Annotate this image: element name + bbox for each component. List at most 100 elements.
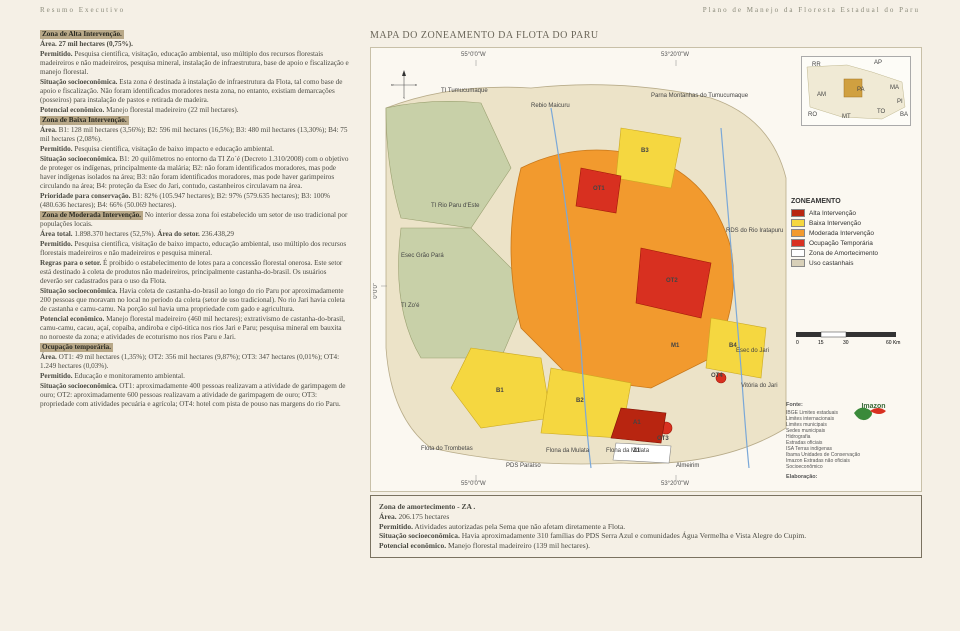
- map-title: MAPA DO ZONEAMENTO DA FLOTA DO PARU: [370, 30, 922, 41]
- zone3-perm-b: Permitido.: [40, 240, 73, 248]
- zone3-perm: Pesquisa científica, visitação de baixo …: [40, 240, 346, 257]
- zone1-area: Área. 27 mil hectares (0,75%).: [40, 40, 350, 49]
- zone4-sit-b: Situação socioeconômica.: [40, 382, 117, 390]
- lbl-ot1: OT1: [593, 186, 605, 192]
- lbl-b3: B3: [641, 148, 649, 154]
- legend-row: Zona de Amortecimento: [791, 249, 911, 257]
- svg-text:0: 0: [796, 340, 799, 346]
- lbl-b4: B4: [729, 343, 737, 349]
- svg-text:60 Km: 60 Km: [886, 340, 900, 346]
- zone1-pot: Manejo florestal madeireiro (22 mil hect…: [104, 106, 238, 114]
- legend-label: Alta Intervenção: [809, 210, 856, 217]
- legend-swatch: [791, 229, 805, 237]
- zone2-title: Zona de Baixa Intervenção.: [40, 116, 129, 125]
- legend-row: Moderada Intervenção: [791, 229, 911, 237]
- inset-to: TO: [877, 109, 885, 115]
- lbl-tizoe: TI Zo'é: [401, 303, 419, 309]
- map-legend: ZONEAMENTO Alta Intervenção Baixa Interve…: [791, 198, 911, 269]
- inset-ro: RO: [808, 112, 817, 118]
- buffer-zone-box: Zona de amortecimento - ZA . Área. 206.1…: [370, 495, 922, 558]
- legend-label: Baixa Intervenção: [809, 220, 861, 227]
- zone2-sit-b: Situação socioeconômica.: [40, 155, 117, 163]
- lbl-m1: M1: [671, 343, 679, 349]
- buffer-area: 206.175 hectares: [397, 512, 450, 521]
- inset-ma: MA: [890, 85, 899, 91]
- zone4-title: Ocupação temporária.: [40, 343, 113, 352]
- zone3-reg-b: Regras para o setor.: [40, 259, 101, 267]
- inset-rr: RR: [812, 62, 821, 68]
- header-left: Resumo Executivo: [40, 6, 125, 14]
- zone3-title: Zona de Moderada Intervenção.: [40, 211, 143, 220]
- svg-text:15: 15: [818, 340, 824, 346]
- legend-row: Alta Intervenção: [791, 209, 911, 217]
- lbl-vitoria: Vitória do Jari: [741, 383, 778, 389]
- text-column: Zona de Alta Intervenção. Área. 27 mil h…: [40, 30, 350, 410]
- svg-text:30: 30: [843, 340, 849, 346]
- legend-swatch: [791, 249, 805, 257]
- inset-mt: MT: [842, 114, 851, 120]
- inset-ap: AP: [874, 60, 882, 66]
- legend-label: Moderada Intervenção: [809, 230, 874, 237]
- lbl-z1: Z1: [633, 448, 640, 454]
- zone3-areas: 236.438,29: [200, 230, 234, 238]
- lbl-pds: PDS Paraíso: [506, 463, 541, 469]
- legend-swatch: [791, 209, 805, 217]
- zone4-area: OT1: 49 mil hectares (1,35%); OT2: 356 m…: [40, 353, 339, 370]
- inset-pi: PI: [897, 99, 903, 105]
- lbl-esecj: Esec do Jari: [736, 348, 769, 354]
- zone2-pri-b: Prioridade para conservação.: [40, 192, 130, 200]
- zone1-sit-b: Situação socioeconômica.: [40, 78, 117, 86]
- zone3-area-b: Área total.: [40, 230, 73, 238]
- legend-label: Zona de Amortecimento: [809, 250, 878, 257]
- zone1-perm-b: Permitido.: [40, 50, 73, 58]
- lbl-flonam: Flona da Mulata: [546, 448, 589, 454]
- zone1-perm: Pesquisa científica, visitação, educação…: [40, 50, 349, 76]
- legend-swatch: [791, 259, 805, 267]
- buffer-sit: Havia aproximadamente 310 famílias do PD…: [460, 531, 806, 540]
- zone3-areas-b: Área do setor.: [157, 230, 200, 238]
- legend-row: Baixa Intervenção: [791, 219, 911, 227]
- zone1-pot-b: Potencial econômico.: [40, 106, 104, 114]
- lbl-esecg: Esec Grão Pará: [401, 253, 444, 259]
- lbl-riop: TI Rio Paru d'Este: [431, 203, 480, 209]
- lbl-parna: Parna Montanhas do Tumucumaque: [651, 93, 748, 99]
- lbl-ot4: OT4: [711, 373, 723, 379]
- buffer-pot: Manejo florestal madeireiro (139 mil hec…: [446, 541, 590, 550]
- buffer-pot-b: Potencial econômico.: [379, 541, 446, 550]
- lbl-a1: A1: [633, 420, 641, 426]
- lbl-rebio: Rebio Maicuru: [531, 103, 570, 109]
- inset-ba: BA: [900, 112, 908, 118]
- lbl-b2: B2: [576, 398, 584, 404]
- legend-label: Ocupação Temporária: [809, 240, 873, 247]
- fonte-line: Socioeconômico: [786, 464, 911, 470]
- legend-title: ZONEAMENTO: [791, 198, 911, 205]
- legend-swatch: [791, 219, 805, 227]
- fonte-elab: Elaboração:: [786, 474, 911, 481]
- map-section: MAPA DO ZONEAMENTO DA FLOTA DO PARU 55°0…: [370, 30, 922, 492]
- map-canvas: 55°0'0"W 53°20'0"W 55°0'0"W 53°20'0"W 0°…: [370, 47, 922, 492]
- zone1-title: Zona de Alta Intervenção.: [40, 30, 124, 39]
- lbl-b1: B1: [496, 388, 504, 394]
- lbl-almeirim: Almeirim: [676, 463, 699, 469]
- zone4-area-b: Área.: [40, 353, 57, 361]
- legend-row: Uso castanhais: [791, 259, 911, 267]
- zone3-sit-b: Situação socioeconômica.: [40, 287, 117, 295]
- buffer-sit-b: Situação socioeconômica.: [379, 531, 460, 540]
- zone4-perm: Educação e monitoramento ambiental.: [73, 372, 185, 380]
- inset-pa: PA: [857, 87, 865, 93]
- zone2-perm-b: Permitido.: [40, 145, 73, 153]
- lbl-ot2: OT2: [666, 278, 678, 284]
- legend-swatch: [791, 239, 805, 247]
- lbl-tumuc: TI Tumucumaque: [441, 88, 488, 94]
- legend-label: Uso castanhais: [809, 260, 853, 267]
- imazon-logo: Imazon: [846, 403, 901, 433]
- lbl-flonad: Flona da Mulata: [606, 448, 649, 454]
- inset-map: RR AP AM PA MA PI TO BA RO MT: [801, 56, 911, 126]
- buffer-perm-b: Permitido.: [379, 522, 413, 531]
- buffer-perm: Atividades autorizadas pela Sema que não…: [413, 522, 625, 531]
- zone3-area: 1.898.370 hectares (52,5%).: [73, 230, 158, 238]
- buffer-title: Zona de amortecimento - ZA .: [379, 502, 475, 511]
- buffer-area-b: Área.: [379, 512, 397, 521]
- page-header: Resumo Executivo Plano de Manejo da Flor…: [40, 6, 920, 14]
- zone2-perm: Pesquisa científica, visitação de baixo …: [73, 145, 274, 153]
